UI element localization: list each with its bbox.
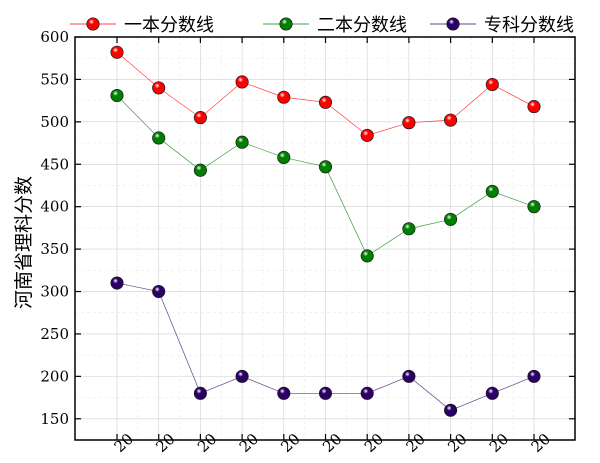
data-point <box>235 369 249 383</box>
x-tick-label: 20 <box>486 430 512 456</box>
y-axis-title: 河南省理科分数 <box>13 176 35 309</box>
data-point <box>193 111 207 125</box>
data-point <box>360 249 374 263</box>
data-point <box>444 403 458 417</box>
data-point <box>402 116 416 130</box>
y-tick-label: 550 <box>40 70 69 88</box>
x-tick-label: 20 <box>444 430 470 456</box>
y-tick-label: 150 <box>40 410 69 428</box>
data-point <box>485 386 499 400</box>
data-point <box>444 113 458 127</box>
x-tick-label: 20 <box>152 430 178 456</box>
data-point <box>152 131 166 145</box>
y-tick-label: 450 <box>40 155 69 173</box>
data-point <box>193 386 207 400</box>
legend-marker <box>279 17 293 31</box>
x-tick-label: 20 <box>528 430 554 456</box>
x-tick-label: 20 <box>236 430 262 456</box>
series-layer <box>110 45 541 417</box>
y-tick-label: 400 <box>40 198 69 216</box>
y-tick-label: 250 <box>40 325 69 343</box>
data-point <box>110 88 124 103</box>
data-point <box>318 160 333 174</box>
data-point <box>527 369 541 383</box>
data-point <box>402 369 416 383</box>
data-point <box>485 77 499 92</box>
series-1 <box>110 88 541 263</box>
x-tick-label: 20 <box>319 430 345 456</box>
data-point <box>527 100 541 114</box>
data-point <box>152 81 166 95</box>
x-tick-label: 20 <box>111 430 137 456</box>
x-tick-label: 20 <box>403 430 429 456</box>
data-point <box>360 128 374 142</box>
legend-item-1: 二本分数线 <box>263 15 407 36</box>
y-tick-label: 600 <box>40 28 69 46</box>
data-point <box>152 284 166 299</box>
legend: 一本分数线 二本分数线 专科分数线 <box>70 15 574 36</box>
legend-label: 一本分数线 <box>124 15 214 36</box>
data-point <box>277 150 291 165</box>
data-point <box>193 163 207 177</box>
axes: 150 200 250 300 350 400 450 500 550 600 20 20 20 20 20… <box>40 28 575 456</box>
data-point <box>110 45 124 59</box>
data-point <box>318 386 333 400</box>
legend-label: 专科分数线 <box>484 15 574 36</box>
legend-item-0: 一本分数线 <box>70 15 214 36</box>
data-point <box>402 222 416 236</box>
data-point <box>360 386 374 400</box>
y-tick-label: 300 <box>40 283 69 301</box>
x-tick-label: 20 <box>277 430 303 456</box>
x-tick-label: 20 <box>194 430 220 456</box>
series-2 <box>110 276 541 417</box>
data-point <box>235 75 249 89</box>
data-point <box>235 135 249 149</box>
data-point <box>485 184 499 198</box>
legend-marker <box>446 17 460 31</box>
data-point <box>444 212 458 226</box>
data-point <box>318 95 333 109</box>
y-tick-label: 500 <box>40 113 69 131</box>
y-tick-label: 200 <box>40 367 69 385</box>
legend-label: 二本分数线 <box>317 15 407 36</box>
y-tick-label: 350 <box>40 240 69 258</box>
data-point <box>277 386 291 400</box>
legend-item-2: 专科分数线 <box>430 15 574 36</box>
legend-marker <box>86 17 100 31</box>
x-tick-label: 20 <box>361 430 387 456</box>
data-point <box>110 276 124 290</box>
data-point <box>277 90 291 104</box>
series-0 <box>110 45 541 142</box>
data-point <box>527 200 541 214</box>
